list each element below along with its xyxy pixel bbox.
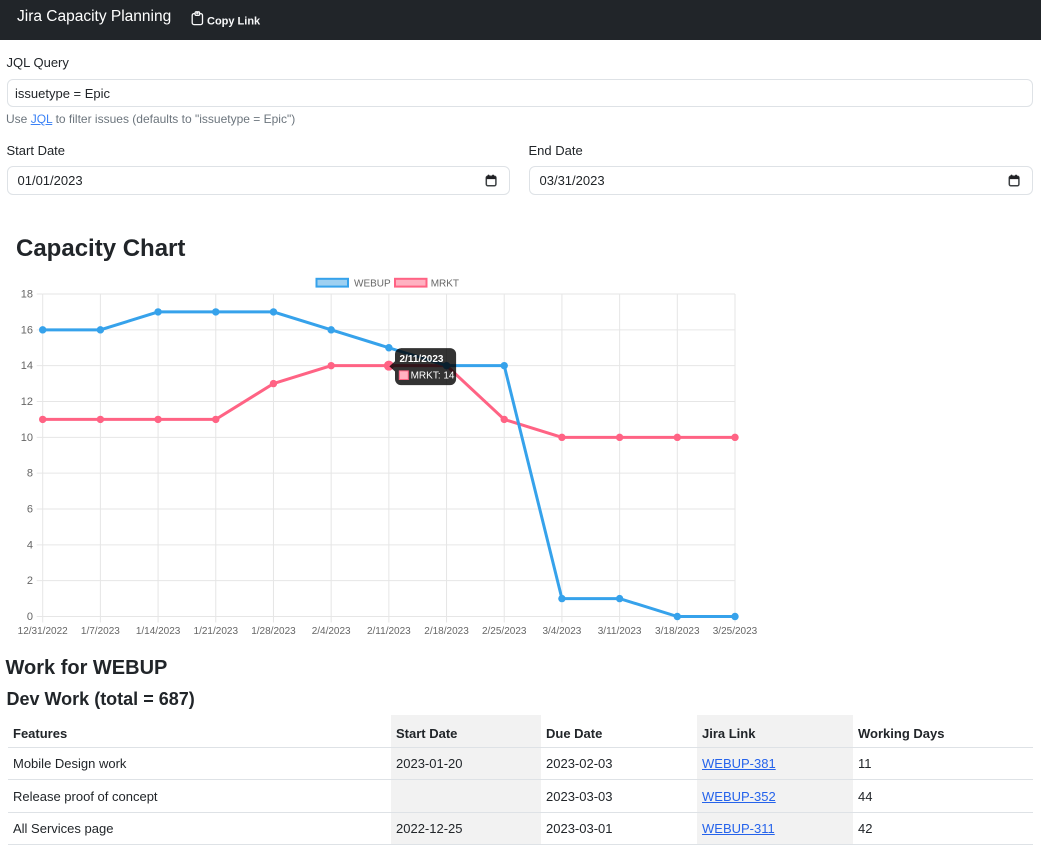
- svg-text:8: 8: [27, 468, 33, 480]
- svg-text:0: 0: [27, 611, 33, 623]
- svg-text:6: 6: [27, 504, 33, 516]
- svg-text:2/11/2023: 2/11/2023: [400, 354, 444, 365]
- svg-text:1/14/2023: 1/14/2023: [136, 626, 181, 637]
- svg-text:MRKT: 14: MRKT: 14: [411, 371, 455, 382]
- svg-text:2: 2: [27, 575, 33, 587]
- svg-text:1/21/2023: 1/21/2023: [194, 626, 239, 637]
- svg-text:12: 12: [21, 396, 33, 408]
- svg-text:1/28/2023: 1/28/2023: [251, 626, 296, 637]
- svg-text:3/4/2023: 3/4/2023: [542, 626, 581, 637]
- svg-text:10: 10: [21, 432, 33, 444]
- svg-text:WEBUP: WEBUP: [354, 278, 391, 289]
- svg-text:3/18/2023: 3/18/2023: [655, 626, 700, 637]
- svg-text:3/25/2023: 3/25/2023: [713, 626, 758, 637]
- svg-text:2/25/2023: 2/25/2023: [482, 626, 527, 637]
- svg-text:2/18/2023: 2/18/2023: [424, 626, 469, 637]
- svg-text:12/31/2022: 12/31/2022: [18, 626, 68, 637]
- svg-text:2/11/2023: 2/11/2023: [367, 626, 411, 637]
- svg-text:MRKT: MRKT: [431, 278, 459, 289]
- svg-text:1/7/2023: 1/7/2023: [81, 626, 120, 637]
- svg-text:16: 16: [21, 324, 33, 336]
- svg-text:2/4/2023: 2/4/2023: [312, 626, 351, 637]
- svg-text:4: 4: [27, 539, 33, 551]
- svg-text:18: 18: [21, 289, 33, 301]
- svg-text:14: 14: [21, 360, 33, 372]
- svg-text:3/11/2023: 3/11/2023: [598, 626, 642, 637]
